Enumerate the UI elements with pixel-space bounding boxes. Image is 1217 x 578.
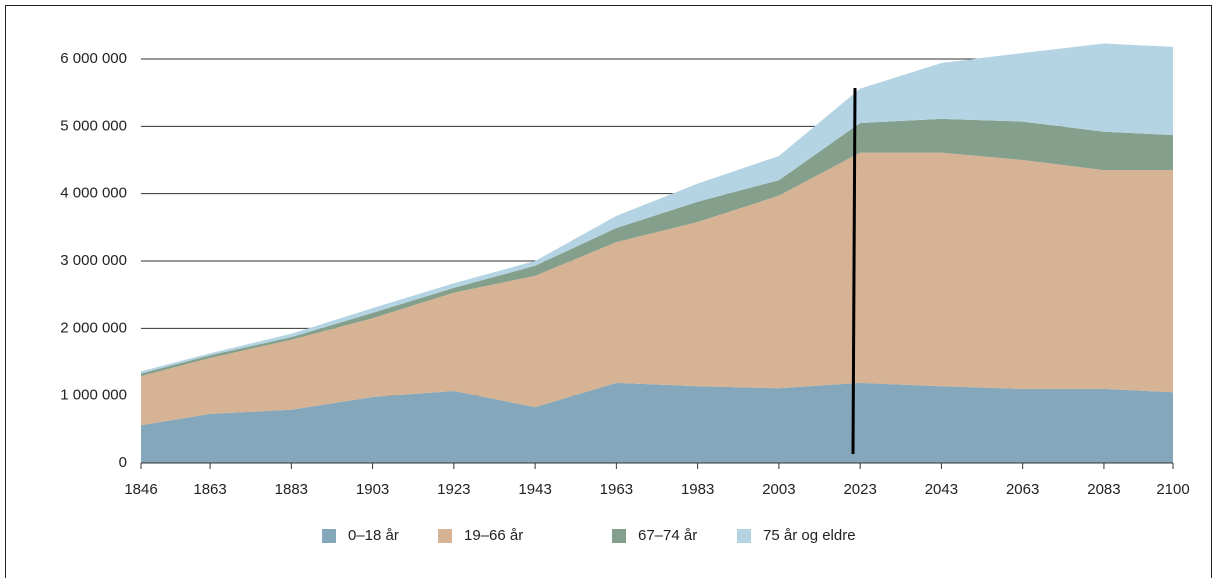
x-tick-label: 2003: [762, 481, 795, 498]
x-tick-label: 1923: [437, 481, 470, 498]
legend-label: 75 år og eldre: [763, 527, 856, 544]
legend-label: 19–66 år: [464, 527, 523, 544]
x-tick-label: 1846: [124, 481, 157, 498]
x-tick-label: 2043: [925, 481, 958, 498]
area: [141, 382, 1173, 463]
y-tick-label: 1 000 000: [60, 387, 127, 404]
y-tick-label: 3 000 000: [60, 252, 127, 269]
area: [141, 152, 1173, 426]
y-tick-label: 5 000 000: [60, 117, 127, 134]
x-tick-label: 2063: [1006, 481, 1039, 498]
x-tick-label: 1903: [356, 481, 389, 498]
area: [141, 43, 1173, 374]
legend-swatch: [438, 529, 452, 543]
area: [141, 118, 1173, 377]
x-tick-label: 1863: [193, 481, 226, 498]
x-tick-label: 1983: [681, 481, 714, 498]
y-tick-label: 4 000 000: [60, 185, 127, 202]
y-tick-label: 0: [119, 454, 127, 471]
legend-swatch: [737, 529, 751, 543]
y-tick-label: 6 000 000: [60, 50, 127, 67]
x-tick-label: 1883: [275, 481, 308, 498]
legend-label: 67–74 år: [638, 527, 697, 544]
divider-line: [851, 87, 857, 455]
legend-swatch: [322, 529, 336, 543]
x-tick-label: 1963: [600, 481, 633, 498]
x-tick-label: 2083: [1087, 481, 1120, 498]
x-tick-label: 2100: [1156, 481, 1189, 498]
legend-label: 0–18 år: [348, 527, 399, 544]
legend-swatch: [612, 529, 626, 543]
x-tick-label: 1943: [518, 481, 551, 498]
y-tick-label: 2 000 000: [60, 319, 127, 336]
frame: [5, 5, 1212, 578]
x-tick-label: 2023: [843, 481, 876, 498]
